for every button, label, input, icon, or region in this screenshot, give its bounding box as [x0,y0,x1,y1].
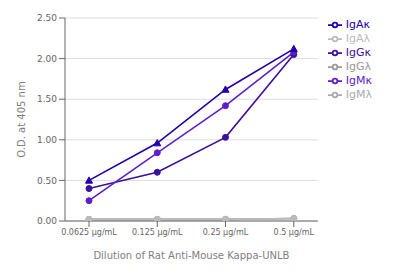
svg-text:0.50: 0.50 [37,176,57,186]
svg-text:2.00: 2.00 [37,54,57,64]
svg-text:O.D. at 405 nm: O.D. at 405 nm [16,81,27,157]
svg-text:0.0625 μg/mL: 0.0625 μg/mL [61,228,117,237]
svg-text:0.25 μg/mL: 0.25 μg/mL [203,228,249,237]
svg-text:0.5 μg/mL: 0.5 μg/mL [274,228,315,237]
svg-text:Dilution of Rat Anti-Mouse Kap: Dilution of Rat Anti-Mouse Kappa-UNLB [93,250,289,261]
html-text:IgAλ: IgAλ [345,32,370,45]
svg-text:0.125 μg/mL: 0.125 μg/mL [132,228,183,237]
svg-text:0.00: 0.00 [37,216,57,226]
html-text:IgGλ: IgGλ [345,60,371,73]
html-text:IgAκ: IgAκ [345,18,370,31]
html-text:IgMκ: IgMκ [345,74,372,87]
svg-text:2.50: 2.50 [37,13,57,23]
svg-text:1.50: 1.50 [37,94,57,104]
html-text:IgMλ: IgMλ [345,88,372,101]
svg-text:1.00: 1.00 [37,135,57,145]
html-text:IgGκ: IgGκ [345,46,371,59]
